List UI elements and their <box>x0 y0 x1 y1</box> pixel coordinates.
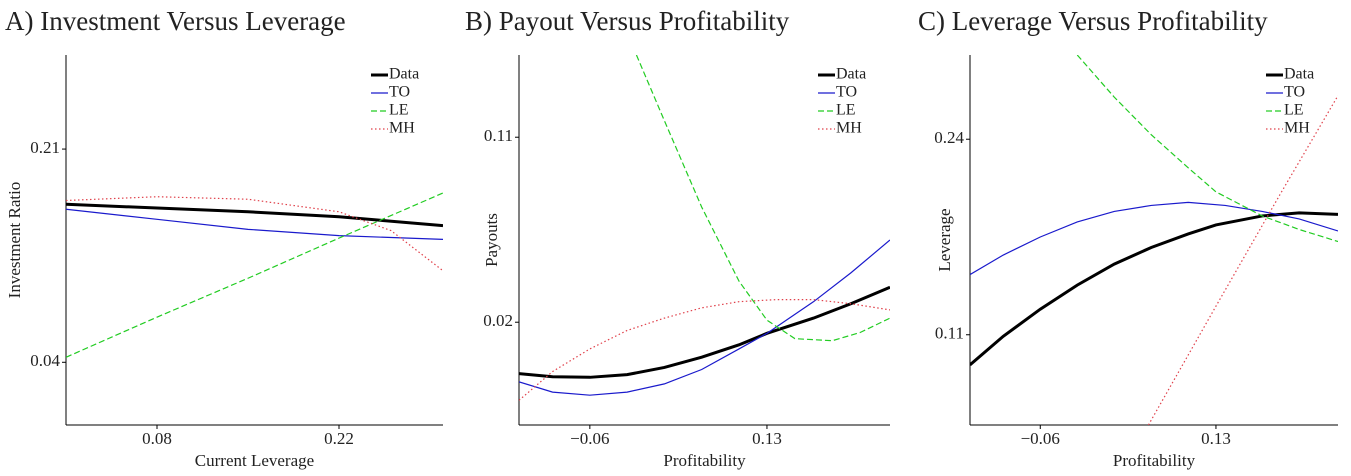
panel-title: A) Investment Versus Leverage <box>5 6 346 36</box>
legend-label: MH <box>836 120 862 137</box>
series-line <box>1147 95 1338 425</box>
plot-area <box>519 55 890 401</box>
legend-label: LE <box>389 102 409 119</box>
series-line <box>519 285 890 379</box>
plot-area <box>970 55 1338 425</box>
panel: C) Leverage Versus Profitability Profitab… <box>918 6 1338 470</box>
panel: A) Investment Versus Leverage Current Lev… <box>5 6 443 470</box>
x-tick-label: 0.13 <box>752 429 782 448</box>
legend-label: LE <box>1284 102 1304 119</box>
legend-label: MH <box>389 120 415 137</box>
series-line <box>66 202 443 228</box>
legend-label: TO <box>389 84 410 101</box>
plot-area <box>66 192 443 358</box>
series-line <box>66 192 443 358</box>
legend-label: Data <box>1284 66 1314 83</box>
x-axis-label: Current Leverage <box>195 451 314 470</box>
series-line <box>635 55 890 342</box>
y-tick-label: 0.11 <box>935 324 964 343</box>
series-line <box>519 239 890 396</box>
x-tick-label: 0.08 <box>142 429 172 448</box>
x-tick-label: −0.06 <box>1021 429 1060 448</box>
panel: B) Payout Versus Profitability Profitabil… <box>465 6 890 470</box>
legend-label: MH <box>1284 120 1310 137</box>
y-tick-label: 0.21 <box>30 138 60 157</box>
x-tick-label: 0.13 <box>1201 429 1231 448</box>
x-tick-label: −0.06 <box>570 429 609 448</box>
panel-title: B) Payout Versus Profitability <box>465 6 790 36</box>
legend-label: TO <box>1284 84 1305 101</box>
y-axis-label: Payouts <box>482 213 501 267</box>
y-tick-label: 0.11 <box>484 126 513 145</box>
y-axis-label: Leverage <box>935 208 954 271</box>
y-tick-label: 0.04 <box>30 351 60 370</box>
series-line <box>970 211 1338 366</box>
series-line <box>66 208 443 240</box>
x-axis-label: Profitability <box>1113 451 1196 470</box>
panel-title: C) Leverage Versus Profitability <box>918 6 1268 36</box>
legend-label: TO <box>836 84 857 101</box>
legend-label: LE <box>836 102 856 119</box>
x-tick-label: 0.22 <box>324 429 354 448</box>
legend-label: Data <box>389 66 419 83</box>
series-line <box>970 201 1338 276</box>
legend-label: Data <box>836 66 866 83</box>
y-tick-label: 0.24 <box>934 128 964 147</box>
series-line <box>1076 55 1338 243</box>
y-tick-label: 0.02 <box>483 311 513 330</box>
series-line <box>519 299 890 401</box>
x-axis-label: Profitability <box>663 451 746 470</box>
series-line <box>66 196 443 272</box>
y-axis-label: Investment Ratio <box>5 182 24 299</box>
